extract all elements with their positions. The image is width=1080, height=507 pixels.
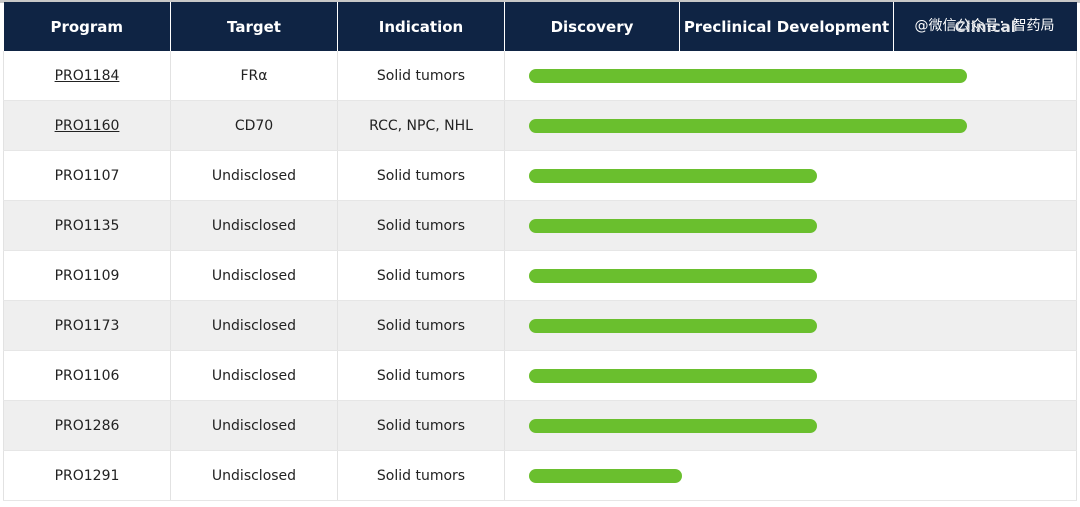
indication-cell: Solid tumors bbox=[337, 200, 505, 251]
pipeline-table-header: Program Target Indication Discovery Prec… bbox=[3, 2, 1077, 51]
program-name: PRO1107 bbox=[54, 167, 120, 184]
program-cell: PRO1106 bbox=[3, 350, 171, 401]
program-link[interactable]: PRO1184 bbox=[54, 67, 120, 84]
header-clinical: Clinical @微信公众号：智药局 bbox=[893, 2, 1077, 51]
top-strip bbox=[0, 0, 1080, 3]
indication-cell: RCC, NPC, NHL bbox=[337, 100, 505, 151]
target-cell: Undisclosed bbox=[170, 250, 338, 301]
table-row: PRO1109 Undisclosed Solid tumors bbox=[3, 250, 1077, 301]
target-cell: Undisclosed bbox=[170, 150, 338, 201]
program-name: PRO1173 bbox=[54, 317, 120, 334]
progress-bar bbox=[529, 119, 967, 133]
target-cell: CD70 bbox=[170, 100, 338, 151]
pipeline-table: Program Target Indication Discovery Prec… bbox=[3, 2, 1077, 501]
progress-cell bbox=[504, 450, 1077, 501]
table-row: PRO1291 Undisclosed Solid tumors bbox=[3, 450, 1077, 501]
pipeline-table-body: PRO1184 FRα Solid tumors PRO1160 CD70 RCC, NP… bbox=[3, 51, 1077, 501]
program-cell: PRO1286 bbox=[3, 400, 171, 451]
header-target: Target bbox=[170, 2, 338, 51]
program-cell: PRO1107 bbox=[3, 150, 171, 201]
target-cell: Undisclosed bbox=[170, 350, 338, 401]
header-program: Program bbox=[3, 2, 171, 51]
progress-bar bbox=[529, 169, 817, 183]
program-name: PRO1109 bbox=[54, 267, 120, 284]
target-cell: Undisclosed bbox=[170, 450, 338, 501]
watermark: @微信公众号：智药局 bbox=[914, 18, 1055, 34]
indication-cell: Solid tumors bbox=[337, 300, 505, 351]
program-name: PRO1291 bbox=[54, 467, 120, 484]
header-preclinical: Preclinical Development bbox=[679, 2, 894, 51]
indication-cell: Solid tumors bbox=[337, 51, 505, 101]
progress-bar bbox=[529, 319, 817, 333]
progress-cell bbox=[504, 51, 1077, 101]
table-row: PRO1173 Undisclosed Solid tumors bbox=[3, 300, 1077, 351]
progress-bar bbox=[529, 69, 967, 83]
header-clinical-label: Clinical bbox=[954, 17, 1016, 36]
indication-cell: Solid tumors bbox=[337, 250, 505, 301]
program-name: PRO1286 bbox=[54, 417, 120, 434]
progress-bar bbox=[529, 269, 817, 283]
progress-bar bbox=[529, 219, 817, 233]
program-cell: PRO1135 bbox=[3, 200, 171, 251]
target-cell: Undisclosed bbox=[170, 200, 338, 251]
progress-cell bbox=[504, 300, 1077, 351]
table-row: PRO1106 Undisclosed Solid tumors bbox=[3, 350, 1077, 401]
table-row: PRO1160 CD70 RCC, NPC, NHL bbox=[3, 100, 1077, 151]
program-link[interactable]: PRO1160 bbox=[54, 117, 120, 134]
progress-cell bbox=[504, 100, 1077, 151]
table-row: PRO1184 FRα Solid tumors bbox=[3, 51, 1077, 101]
target-cell: FRα bbox=[170, 51, 338, 101]
progress-cell bbox=[504, 350, 1077, 401]
indication-cell: Solid tumors bbox=[337, 450, 505, 501]
progress-bar bbox=[529, 419, 817, 433]
header-indication: Indication bbox=[337, 2, 505, 51]
program-cell: PRO1160 bbox=[3, 100, 171, 151]
progress-cell bbox=[504, 400, 1077, 451]
progress-bar bbox=[529, 469, 682, 483]
header-row: Program Target Indication Discovery Prec… bbox=[3, 2, 1077, 51]
progress-cell bbox=[504, 150, 1077, 201]
progress-cell bbox=[504, 250, 1077, 301]
program-cell: PRO1184 bbox=[3, 51, 171, 101]
target-cell: Undisclosed bbox=[170, 400, 338, 451]
program-cell: PRO1109 bbox=[3, 250, 171, 301]
progress-cell bbox=[504, 200, 1077, 251]
program-name: PRO1106 bbox=[54, 367, 120, 384]
header-discovery: Discovery bbox=[504, 2, 680, 51]
table-row: PRO1107 Undisclosed Solid tumors bbox=[3, 150, 1077, 201]
indication-cell: Solid tumors bbox=[337, 400, 505, 451]
program-name: PRO1135 bbox=[54, 217, 120, 234]
table-row: PRO1135 Undisclosed Solid tumors bbox=[3, 200, 1077, 251]
target-cell: Undisclosed bbox=[170, 300, 338, 351]
table-row: PRO1286 Undisclosed Solid tumors bbox=[3, 400, 1077, 451]
indication-cell: Solid tumors bbox=[337, 350, 505, 401]
progress-bar bbox=[529, 369, 817, 383]
indication-cell: Solid tumors bbox=[337, 150, 505, 201]
program-cell: PRO1291 bbox=[3, 450, 171, 501]
program-cell: PRO1173 bbox=[3, 300, 171, 351]
